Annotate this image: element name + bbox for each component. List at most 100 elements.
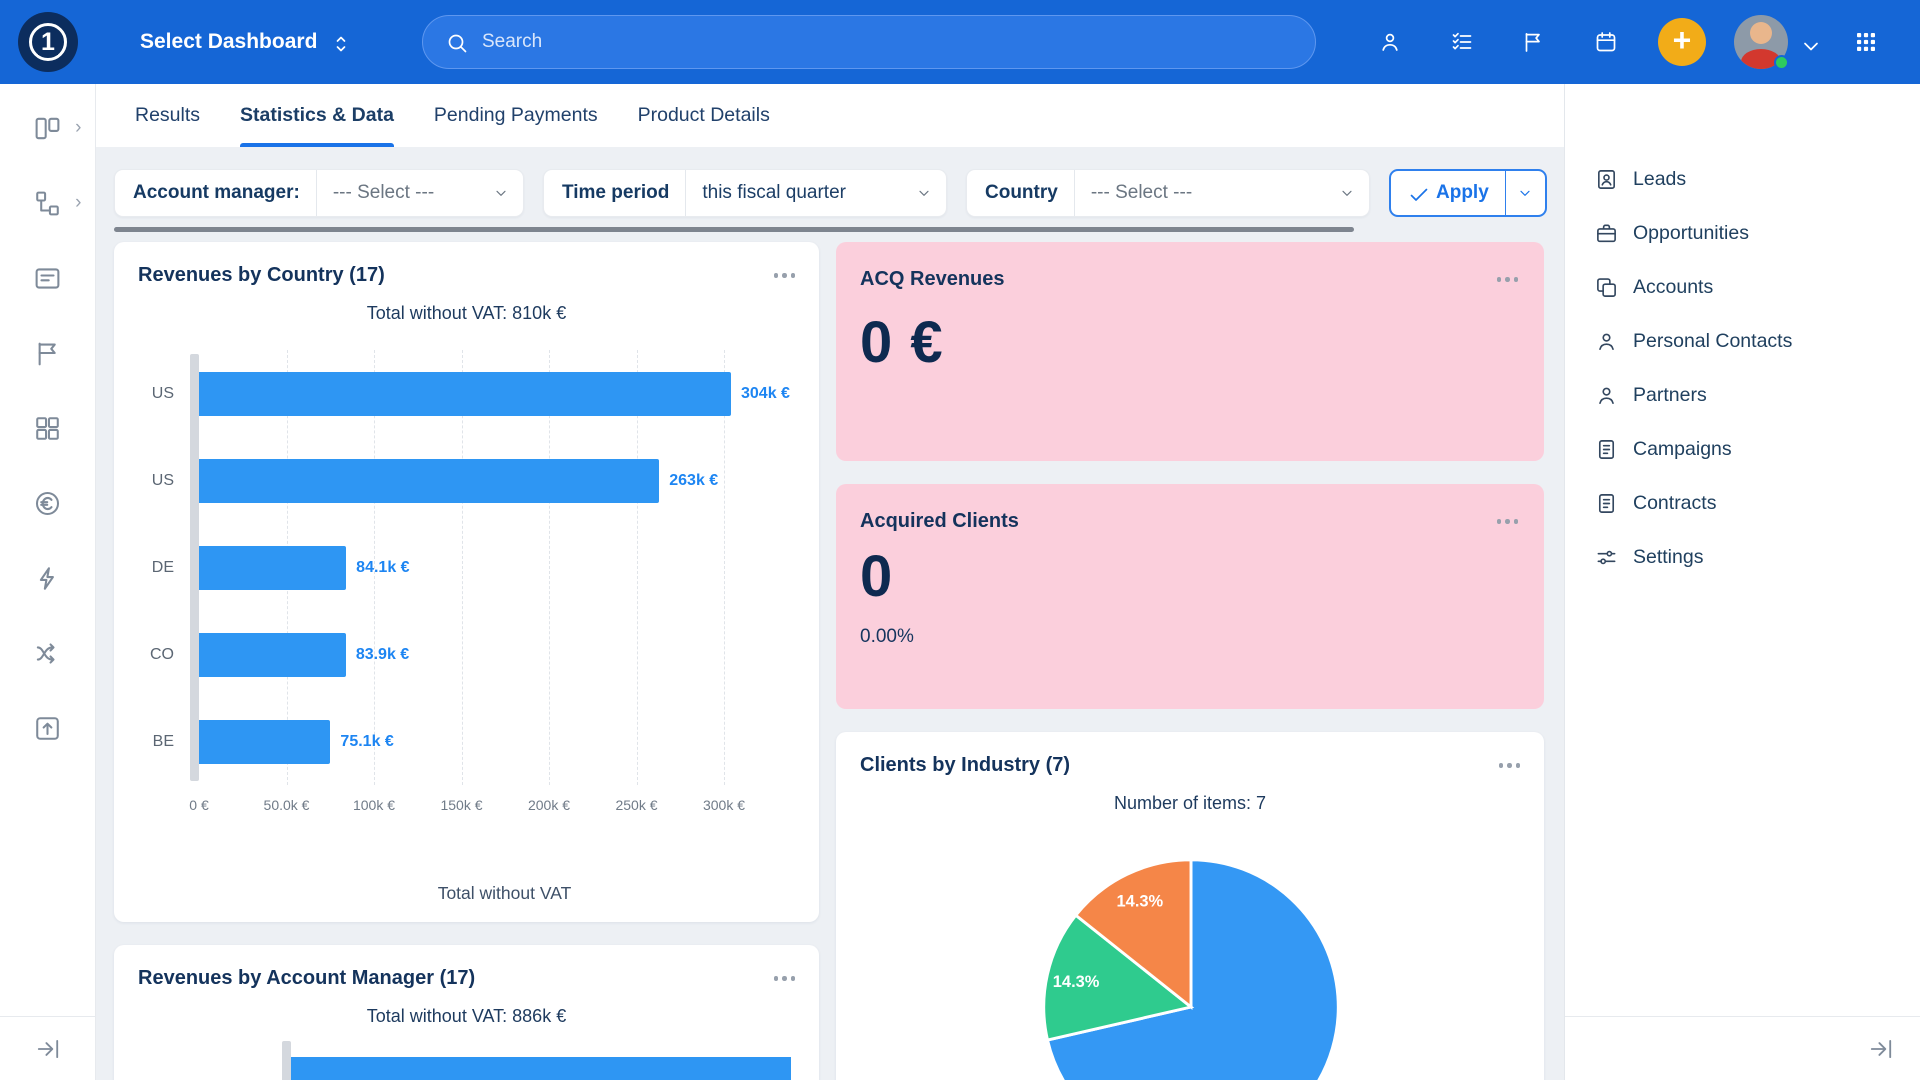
sidebar-item-grid[interactable] xyxy=(0,414,96,489)
export-icon xyxy=(36,717,59,740)
left-sidebar-expand[interactable] xyxy=(0,1016,95,1080)
apply-options-button[interactable] xyxy=(1504,171,1545,215)
sidebar-item-tree[interactable]: › xyxy=(0,189,96,264)
chevron-down-icon xyxy=(496,190,506,196)
nav-item-label: Campaigns xyxy=(1633,437,1732,460)
category-label: CO xyxy=(150,645,174,663)
acquired-clients-percent: 0.00% xyxy=(860,626,914,647)
gridline xyxy=(461,350,463,785)
avatar-head xyxy=(1750,22,1772,44)
acq-revenues-card: ACQ Revenues 0 € xyxy=(836,242,1544,461)
card-icon xyxy=(35,268,60,289)
pie-slice-2[interactable] xyxy=(1073,858,1193,1011)
horizontal-scrollbar-thumb[interactable] xyxy=(114,227,1354,232)
apps-grid-button[interactable] xyxy=(1854,26,1886,58)
bar-us[interactable] xyxy=(199,371,731,416)
pie-slice-0[interactable] xyxy=(1045,858,1340,1080)
clients-by-industry-chart: 14.3% 14.3% xyxy=(1036,852,1346,1080)
time-period-filter[interactable]: Time period this fiscal quarter xyxy=(543,169,947,217)
search-input[interactable] xyxy=(480,30,1293,54)
card-menu-button[interactable] xyxy=(1495,271,1521,288)
nav-item-label: Opportunities xyxy=(1633,221,1749,244)
chevron-down-icon xyxy=(916,185,932,201)
horizontal-scrollbar xyxy=(114,227,1544,232)
right-sidebar: Leads Opportunities Accounts Personal Conta… xyxy=(1564,84,1920,1080)
chart-subtitle: Number of items: 7 xyxy=(1113,793,1267,813)
tree-icon xyxy=(36,191,59,216)
nav-item-campaigns[interactable]: Campaigns xyxy=(1595,422,1920,476)
nav-item-contracts[interactable]: Contracts xyxy=(1595,476,1920,530)
x-tick-label: 200k € xyxy=(527,797,571,813)
y-axis xyxy=(190,354,199,781)
revenues-by-account-manager-chart xyxy=(114,1041,819,1080)
category-label: US xyxy=(151,471,174,489)
nav-item-personal-contacts[interactable]: Personal Contacts xyxy=(1595,314,1920,368)
tasks-button[interactable] xyxy=(1450,28,1478,56)
revenues-by-account-manager-card: Revenues by Account Manager (17) Total w… xyxy=(114,945,819,1080)
tab-label: Pending Payments xyxy=(433,104,598,126)
card-menu-button[interactable] xyxy=(772,267,798,284)
calendar-icon xyxy=(1596,32,1616,52)
apply-split-button: Apply xyxy=(1389,169,1547,217)
collapse-right-icon xyxy=(37,1039,58,1058)
card-menu-button[interactable] xyxy=(772,970,798,987)
time-period-select[interactable]: this fiscal quarter xyxy=(702,182,846,203)
updown-icon xyxy=(337,36,346,52)
tab-label: Results xyxy=(135,104,201,126)
apps-icon xyxy=(1857,33,1875,51)
pie-slice-label: 14.3% xyxy=(1053,973,1100,991)
nav-item-leads[interactable]: Leads xyxy=(1595,152,1920,206)
nav-item-opportunities[interactable]: Opportunities xyxy=(1595,206,1920,260)
person-icon xyxy=(1599,387,1614,404)
profile-button[interactable] xyxy=(1378,28,1406,56)
tab-pending-payments[interactable]: Pending Payments xyxy=(434,84,598,147)
sidebar-item-bolt[interactable] xyxy=(0,564,96,639)
sidebar-item-export[interactable] xyxy=(0,714,96,789)
app-logo[interactable]: 1 xyxy=(18,12,78,72)
content-area: Account manager: --- Select --- Time per… xyxy=(96,147,1564,1080)
bar-co[interactable] xyxy=(199,632,346,677)
account-manager-select[interactable]: --- Select --- xyxy=(332,182,435,203)
account-manager-filter[interactable]: Account manager: --- Select --- xyxy=(114,169,524,217)
flag-button[interactable] xyxy=(1521,28,1549,56)
apply-button[interactable]: Apply xyxy=(1391,171,1505,215)
pie-slice-label: 14.3% xyxy=(1117,893,1164,911)
bar-row: US 263k € xyxy=(152,437,794,524)
country-select[interactable]: --- Select --- xyxy=(1090,182,1193,203)
bar-us[interactable] xyxy=(199,458,660,503)
country-filter[interactable]: Country --- Select --- xyxy=(966,169,1370,217)
bar-be[interactable] xyxy=(199,719,331,764)
nav-item-accounts[interactable]: Accounts xyxy=(1595,260,1920,314)
search-bar[interactable] xyxy=(422,15,1316,69)
kanban-icon xyxy=(35,117,60,140)
right-sidebar-collapse[interactable] xyxy=(1565,1016,1920,1080)
chevron-down-icon xyxy=(1517,185,1533,201)
acq-revenues-value: 0 € xyxy=(860,310,944,375)
card-menu-button[interactable] xyxy=(1495,513,1521,530)
card-menu-button[interactable] xyxy=(1497,757,1523,774)
sidebar-item-flag[interactable] xyxy=(0,339,96,414)
tab-product-details[interactable]: Product Details xyxy=(638,84,770,147)
tab-statistics-data[interactable]: Statistics & Data xyxy=(240,84,394,147)
category-label: US xyxy=(151,384,174,402)
bar-value-label: 263k € xyxy=(669,471,719,489)
nav-item-settings[interactable]: Settings xyxy=(1595,530,1920,584)
left-sidebar: › › xyxy=(0,84,96,1080)
card-title: Clients by Industry (7) xyxy=(860,754,1071,776)
bar-value-label: 75.1k € xyxy=(340,732,394,750)
sidebar-item-card[interactable] xyxy=(0,264,96,339)
search-icon xyxy=(448,34,467,53)
avatar-menu-chevron[interactable] xyxy=(1799,34,1818,52)
quick-add-button[interactable]: + xyxy=(1658,18,1706,66)
nav-item-label: Personal Contacts xyxy=(1633,329,1793,352)
dashboard-selector[interactable]: Select Dashboard xyxy=(134,0,355,84)
sidebar-item-euro[interactable] xyxy=(0,489,96,564)
user-avatar[interactable] xyxy=(1734,15,1789,70)
pie-slice-1[interactable] xyxy=(1042,913,1195,1042)
nav-item-partners[interactable]: Partners xyxy=(1595,368,1920,422)
sidebar-item-branch[interactable] xyxy=(0,639,96,714)
sidebar-item-kanban[interactable]: › xyxy=(0,114,96,189)
calendar-button[interactable] xyxy=(1594,28,1622,56)
tab-results[interactable]: Results xyxy=(135,84,200,147)
bar-de[interactable] xyxy=(199,545,347,590)
